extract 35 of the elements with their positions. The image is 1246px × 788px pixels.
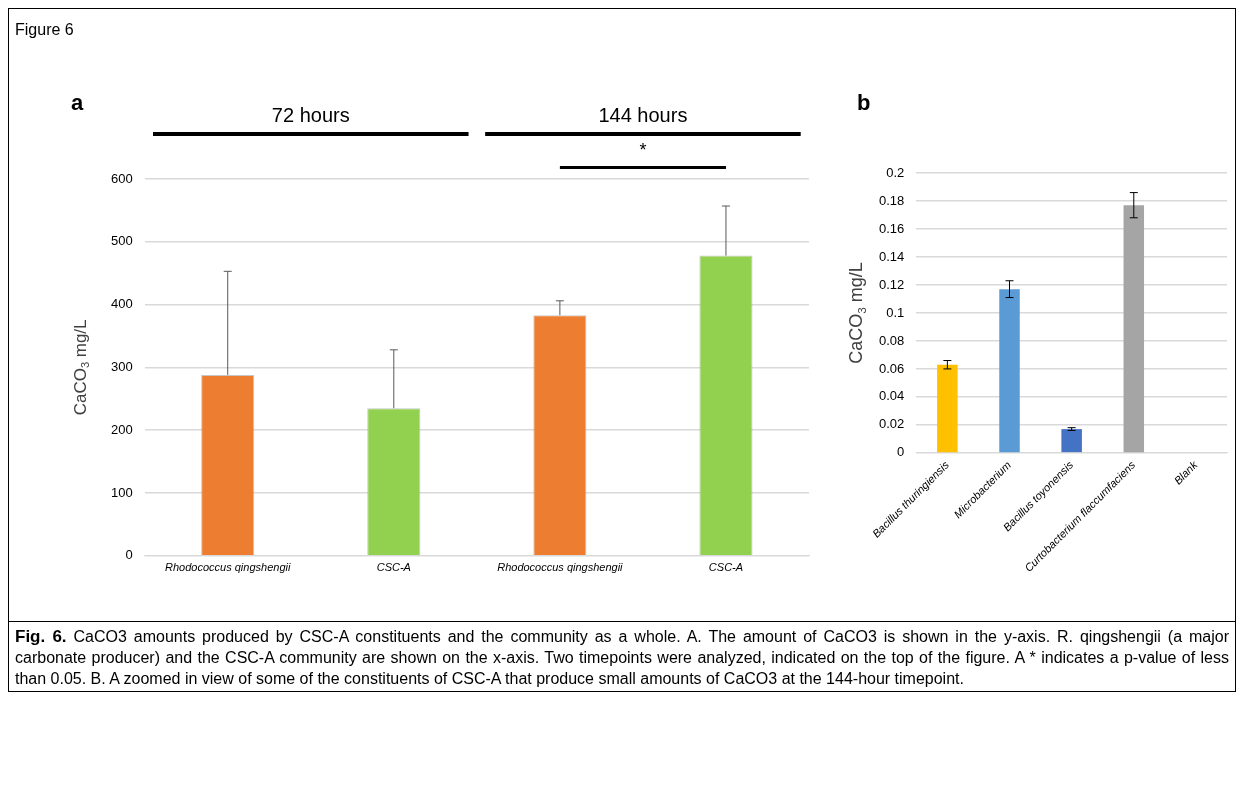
y-tick-label: 0.02 (878, 416, 905, 432)
y-tick-label: 0.18 (878, 192, 905, 208)
caption: Fig. 6. (15, 627, 67, 646)
bar (1123, 205, 1145, 453)
y-tick-label: 0.04 (878, 388, 905, 404)
y-tick-label: 100 (110, 484, 133, 500)
y-tick-label: 0.1 (886, 304, 905, 320)
y-tick-label: 0.2 (886, 164, 905, 180)
y-axis-title: CaCO3 mg/L (70, 319, 92, 416)
y-tick-label: 0.14 (878, 248, 905, 264)
x-tick-label: Rhodococcus qingshengii (165, 561, 291, 574)
x-tick-label: CSC-A (376, 561, 411, 574)
y-tick-label: 0.12 (878, 276, 905, 292)
chart-title: b (857, 90, 871, 116)
y-tick-label: 400 (110, 296, 133, 312)
bar (937, 364, 958, 453)
y-tick-label: 0 (897, 444, 905, 460)
chart-title: a (71, 90, 84, 116)
y-tick-label: 0.06 (878, 360, 905, 376)
y-tick-label: 500 (110, 233, 133, 249)
caption: Figure 6 (14, 20, 75, 40)
text: * (639, 140, 647, 160)
y-tick-label: 300 (110, 358, 133, 374)
text: 72 hours (271, 104, 350, 126)
text: 144 hours (598, 104, 688, 126)
y-axis-title: CaCO3 mg/L (845, 262, 868, 364)
bar (1061, 429, 1082, 453)
y-tick-label: 600 (110, 170, 133, 186)
bar (999, 289, 1020, 453)
y-tick-label: 0.16 (878, 220, 905, 236)
y-tick-label: 0 (125, 547, 133, 563)
x-tick-label: Rhodococcus qingshengii (497, 561, 624, 574)
y-tick-label: 200 (110, 421, 133, 437)
x-tick-label: CSC-A (708, 561, 744, 574)
y-tick-label: 0.08 (878, 332, 905, 348)
